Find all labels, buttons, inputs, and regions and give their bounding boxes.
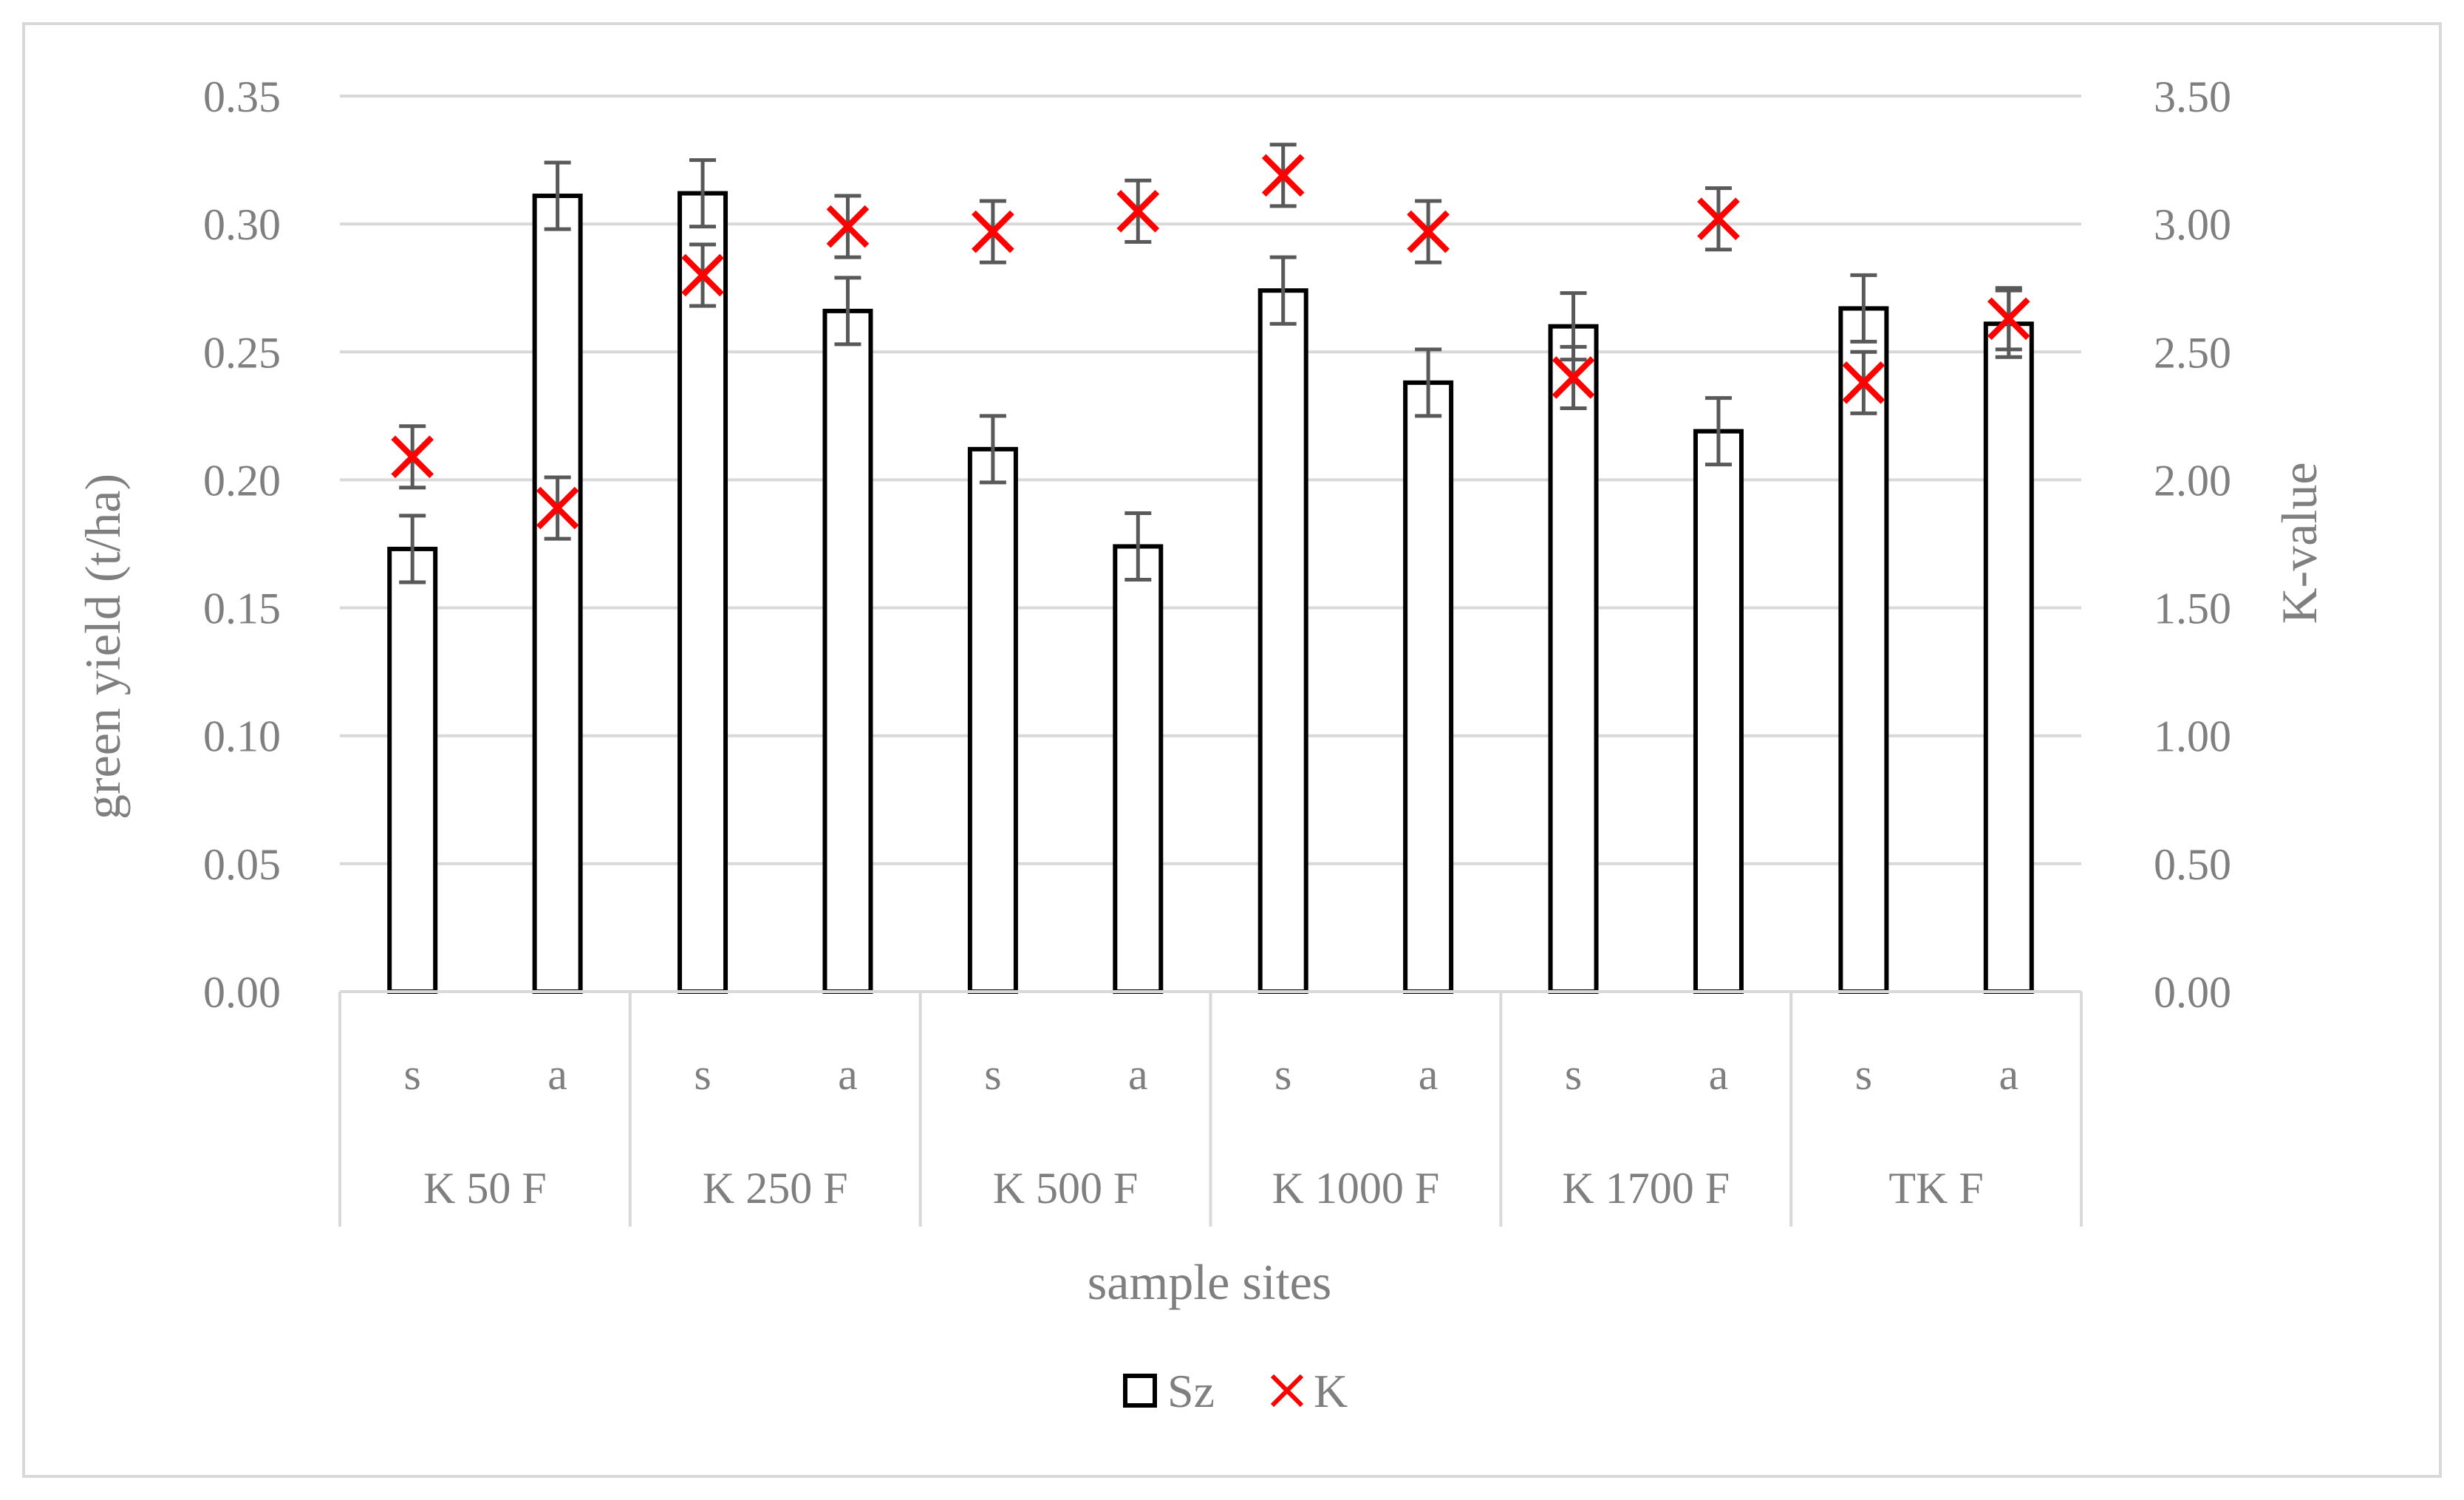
bars	[387, 158, 2034, 995]
x-subcategory-label: a	[1709, 1050, 1729, 1099]
marker-k	[826, 205, 870, 248]
x-axis-title: sample sites	[1088, 1254, 1332, 1310]
marker-k	[972, 210, 1014, 253]
marker-k	[1116, 190, 1160, 233]
y-axis-title: green yield (t/ha)	[75, 474, 131, 819]
bar-sz	[1693, 429, 1744, 994]
x-group-label: TK F	[1888, 1164, 1983, 1213]
bar-sz	[1983, 321, 2034, 994]
y-tick-label: 0.05	[203, 840, 281, 889]
y2-tick-label: 0.00	[2154, 968, 2231, 1017]
x-subcategory-label: s	[1274, 1050, 1291, 1099]
x-group-label: K 1000 F	[1272, 1164, 1440, 1213]
bar-sz	[678, 191, 728, 994]
y2-tick-label: 2.50	[2154, 328, 2231, 377]
x-group-label: K 500 F	[993, 1164, 1139, 1213]
x-subcategory-label: s	[404, 1050, 421, 1099]
legend-sz-swatch	[1123, 1374, 1157, 1408]
bar-sz	[1113, 544, 1164, 994]
bar-sz	[1403, 380, 1454, 994]
gridlines	[340, 95, 2081, 865]
x-subcategory-label: a	[1999, 1050, 2018, 1099]
x-group-label: K 1700 F	[1562, 1164, 1730, 1213]
x-subcategory-label: s	[984, 1050, 1001, 1099]
marker-k	[1407, 210, 1450, 253]
x-subcategory-label: s	[694, 1050, 711, 1099]
marker-k	[1842, 361, 1885, 404]
y2-tick-label: 3.50	[2154, 72, 2231, 121]
y2-tick-label: 1.50	[2154, 584, 2231, 633]
bar-sz	[1257, 288, 1308, 995]
y2-tick-label: 3.00	[2154, 200, 2231, 249]
legend-k-label: K	[1314, 1365, 1348, 1417]
y2-tick-label: 0.50	[2154, 840, 2231, 889]
x-subcategory-label: a	[547, 1050, 567, 1099]
y2-axis-title: K-value	[2271, 462, 2327, 624]
marker-k	[1987, 297, 2030, 341]
y-tick-label: 0.20	[203, 456, 281, 505]
marker-k	[536, 486, 579, 530]
legend: Sz K	[1123, 1365, 1348, 1417]
x-subcategory-label: a	[838, 1050, 858, 1099]
y-tick-label: 0.00	[203, 968, 281, 1017]
bar-sz	[532, 194, 583, 995]
axes	[338, 990, 2083, 1227]
y-tick-label: 0.25	[203, 328, 281, 377]
bar-sz	[967, 446, 1018, 994]
k-markers	[391, 143, 2030, 541]
bar-sz	[822, 308, 873, 994]
marker-k	[1697, 197, 1740, 241]
bar-sz	[387, 546, 438, 994]
legend-k-swatch	[1270, 1374, 1304, 1408]
labels: 0.00 0.05 0.10 0.15 0.20 0.25 0.30 0.35 0.00 0.50…	[203, 72, 2231, 1213]
marker-k	[1261, 154, 1305, 197]
x-subcategory-label: a	[1128, 1050, 1148, 1099]
x-subcategory-label: s	[1855, 1050, 1872, 1099]
x-group-label: K 250 F	[703, 1164, 848, 1213]
x-subcategory-label: a	[1419, 1050, 1439, 1099]
y-tick-label: 0.10	[203, 712, 281, 761]
y-tick-label: 0.35	[203, 72, 281, 121]
marker-k	[1552, 356, 1595, 399]
y-tick-label: 0.30	[203, 200, 281, 249]
y-tick-label: 0.15	[203, 584, 281, 633]
bar-sz	[1548, 324, 1599, 994]
y2-tick-label: 2.00	[2154, 456, 2231, 505]
marker-k	[391, 435, 434, 479]
x-subcategory-label: s	[1565, 1050, 1582, 1099]
legend-sz-label: Sz	[1167, 1365, 1215, 1417]
x-group-label: K 50 F	[423, 1164, 547, 1213]
marker-k	[681, 253, 724, 297]
y2-tick-label: 1.00	[2154, 712, 2231, 761]
